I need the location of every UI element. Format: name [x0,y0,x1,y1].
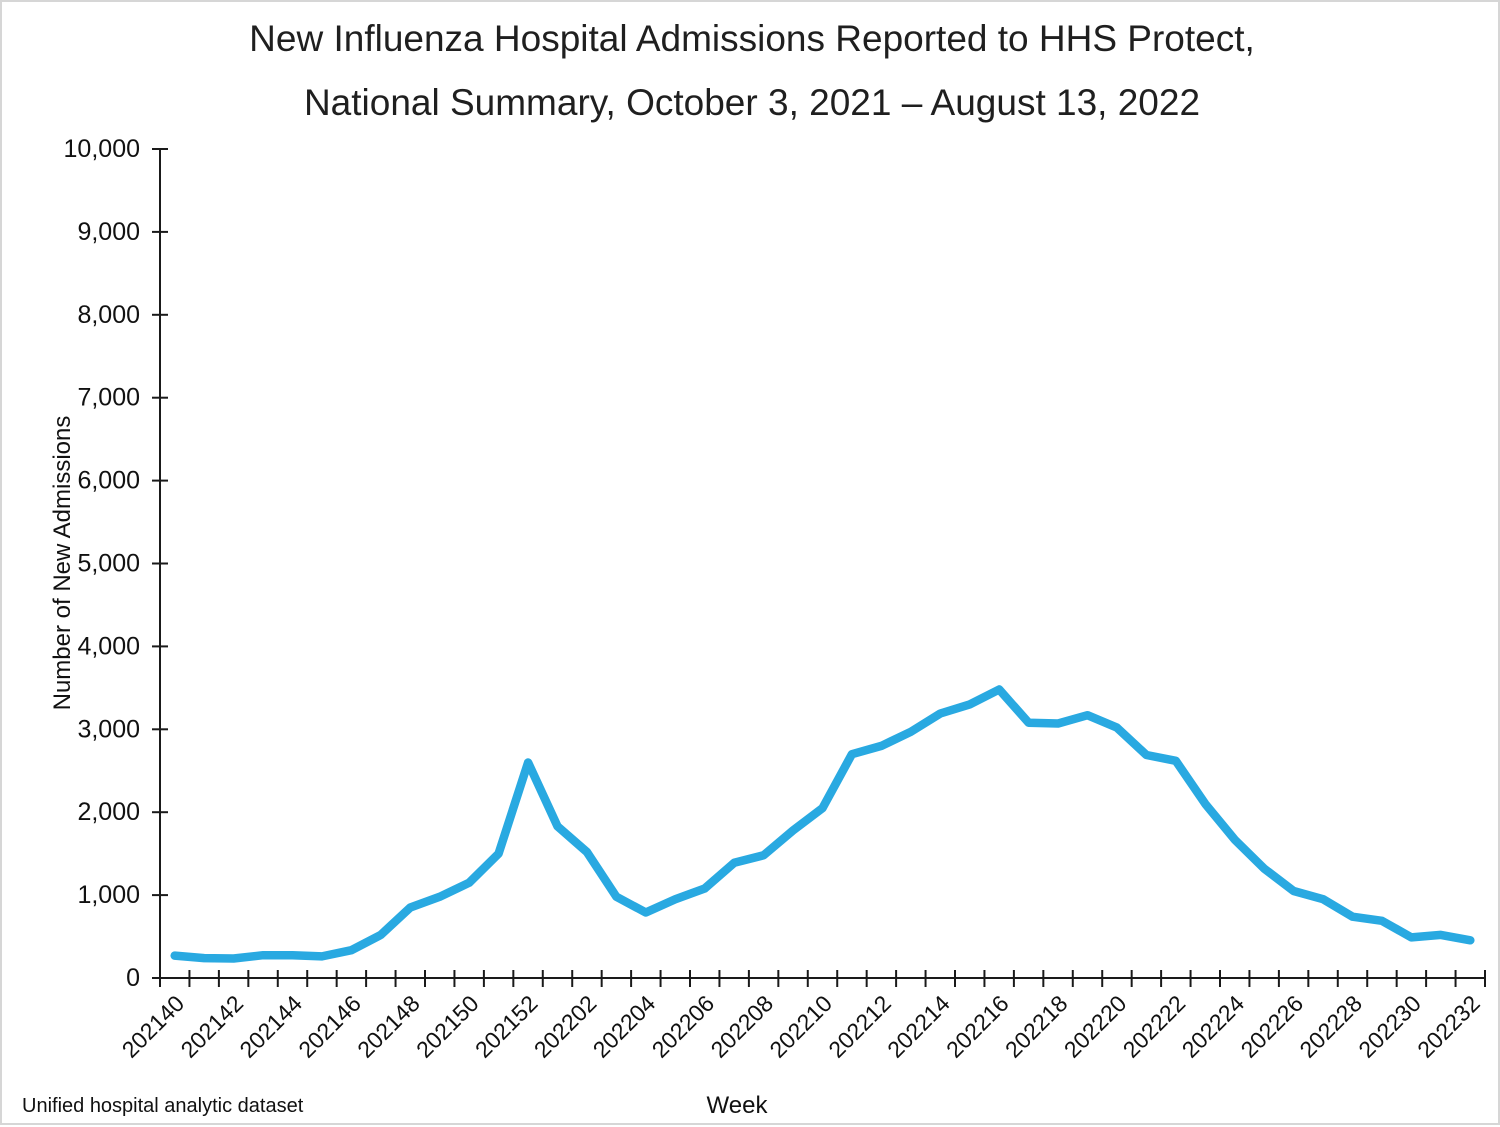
y-tick-label: 2,000 [77,798,140,826]
x-tick-label: 202206 [647,990,720,1063]
x-tick-label: 202216 [941,990,1014,1063]
x-tick-label: 202214 [882,990,955,1063]
y-tick-label: 5,000 [77,550,140,578]
x-tick-label: 202222 [1118,990,1191,1063]
chart-title-line-2: National Summary, October 3, 2021 – Augu… [303,82,1201,123]
x-tick-label: 202224 [1177,990,1250,1063]
data-series-line [170,685,1475,963]
y-tick-label: 0 [126,964,140,992]
x-tick-label: 202208 [705,990,778,1063]
x-tick-label: 202226 [1235,990,1308,1063]
chart-title-line-1: New Influenza Hospital Admissions Report… [249,18,1255,59]
x-tick-label: 202148 [352,990,425,1063]
x-tick-label: 202144 [234,990,307,1063]
x-tick-label: 202220 [1059,990,1132,1063]
x-tick-label: 202228 [1294,990,1367,1063]
y-tick-label: 10,000 [64,135,140,163]
x-tick-label: 202142 [175,990,248,1063]
y-tick-label: 9,000 [77,218,140,246]
y-tick-label: 7,000 [77,384,140,412]
x-tick-label: 202218 [1000,990,1073,1063]
y-tick-label: 3,000 [77,715,140,743]
x-tick-label: 202210 [764,990,837,1063]
x-tick-label: 202202 [529,990,602,1063]
y-axis-title: Number of New Admissions [49,415,76,711]
x-tick-label: 202152 [470,990,543,1063]
x-tick-label: 202212 [823,990,896,1063]
y-tick-label: 4,000 [77,632,140,660]
x-tick-label: 202204 [588,990,661,1063]
y-tick-label: 6,000 [77,467,140,495]
x-tick-label: 202232 [1412,990,1485,1063]
x-tick-label: 202146 [293,990,366,1063]
x-axis-title: Week [706,1092,768,1119]
x-tick-label: 202150 [411,990,484,1063]
y-tick-label: 1,000 [77,881,140,909]
x-tick-label: 202230 [1353,990,1426,1063]
x-tick-label: 202140 [117,990,190,1063]
y-tick-label: 8,000 [77,301,140,329]
source-note: Unified hospital analytic dataset [22,1095,304,1117]
